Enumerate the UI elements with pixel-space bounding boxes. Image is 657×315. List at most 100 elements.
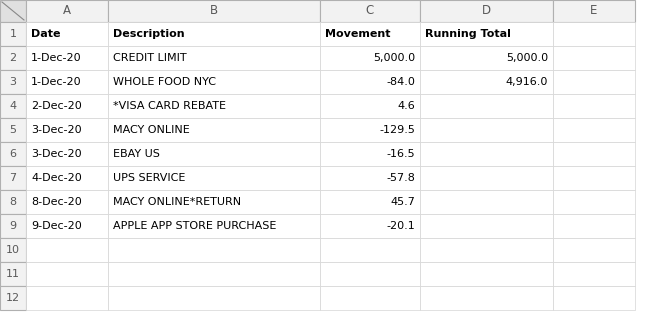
Text: 9-Dec-20: 9-Dec-20 [31, 221, 81, 231]
Text: 7: 7 [9, 173, 16, 183]
Bar [26, 286, 108, 310]
Bar [553, 238, 635, 262]
Bar [320, 46, 420, 70]
Text: EBAY US: EBAY US [113, 149, 160, 159]
Bar [26, 70, 108, 94]
Text: 45.7: 45.7 [390, 197, 415, 207]
Bar [108, 142, 320, 166]
Text: 4.6: 4.6 [397, 101, 415, 111]
Text: 2: 2 [9, 53, 16, 63]
Text: WHOLE FOOD NYC: WHOLE FOOD NYC [113, 77, 216, 87]
Bar [26, 142, 108, 166]
Text: 3-Dec-20: 3-Dec-20 [31, 125, 81, 135]
Bar [0, 118, 26, 142]
Bar [420, 46, 553, 70]
Text: 4-Dec-20: 4-Dec-20 [31, 173, 81, 183]
Bar [553, 166, 635, 190]
Text: -16.5: -16.5 [386, 149, 415, 159]
Bar [26, 94, 108, 118]
Bar [320, 94, 420, 118]
Bar [108, 190, 320, 214]
Bar [553, 118, 635, 142]
Text: 6: 6 [9, 149, 16, 159]
Bar [320, 286, 420, 310]
Bar [320, 142, 420, 166]
Bar [108, 22, 320, 46]
Bar [320, 214, 420, 238]
Bar [420, 22, 553, 46]
Bar [320, 166, 420, 190]
Text: MACY ONLINE: MACY ONLINE [113, 125, 190, 135]
Text: 12: 12 [6, 293, 20, 303]
Bar [0, 238, 26, 262]
Bar [553, 70, 635, 94]
Text: 11: 11 [6, 269, 20, 279]
Bar [26, 214, 108, 238]
Text: 5: 5 [9, 125, 16, 135]
Bar [108, 238, 320, 262]
Bar [553, 0, 635, 22]
Bar [553, 214, 635, 238]
Bar [0, 190, 26, 214]
Bar [420, 190, 553, 214]
Bar [320, 70, 420, 94]
Bar [26, 118, 108, 142]
Bar [420, 118, 553, 142]
Text: 10: 10 [6, 245, 20, 255]
Bar [108, 0, 320, 22]
Bar [0, 70, 26, 94]
Text: 1-Dec-20: 1-Dec-20 [31, 53, 81, 63]
Text: -20.1: -20.1 [386, 221, 415, 231]
Text: A: A [63, 4, 71, 18]
Bar [420, 0, 553, 22]
Bar [0, 286, 26, 310]
Bar [553, 286, 635, 310]
Bar [108, 118, 320, 142]
Bar [553, 142, 635, 166]
Bar [108, 94, 320, 118]
Bar [108, 70, 320, 94]
Bar [26, 190, 108, 214]
Bar [26, 262, 108, 286]
Text: C: C [366, 4, 374, 18]
Bar [420, 238, 553, 262]
Text: 3-Dec-20: 3-Dec-20 [31, 149, 81, 159]
Bar [108, 46, 320, 70]
Bar [108, 286, 320, 310]
Text: 1: 1 [9, 29, 16, 39]
Text: Movement: Movement [325, 29, 390, 39]
Text: 1-Dec-20: 1-Dec-20 [31, 77, 81, 87]
Bar [0, 310, 635, 315]
Bar [26, 0, 108, 22]
Bar [420, 214, 553, 238]
Bar [320, 0, 420, 22]
Bar [26, 22, 108, 46]
Bar [420, 166, 553, 190]
Text: 4: 4 [9, 101, 16, 111]
Bar [0, 22, 26, 46]
Text: 4,916.0: 4,916.0 [506, 77, 548, 87]
Text: *VISA CARD REBATE: *VISA CARD REBATE [113, 101, 226, 111]
Bar [0, 262, 26, 286]
Bar [108, 166, 320, 190]
Text: 8: 8 [9, 197, 16, 207]
Bar [108, 262, 320, 286]
Bar [553, 190, 635, 214]
Text: Running Total: Running Total [425, 29, 511, 39]
Text: D: D [482, 4, 491, 18]
Bar [420, 94, 553, 118]
Bar [553, 94, 635, 118]
Text: -84.0: -84.0 [386, 77, 415, 87]
Text: 2-Dec-20: 2-Dec-20 [31, 101, 81, 111]
Text: -129.5: -129.5 [379, 125, 415, 135]
Bar [0, 166, 26, 190]
Bar [0, 94, 26, 118]
Text: 9: 9 [9, 221, 16, 231]
Bar [26, 46, 108, 70]
Bar [553, 46, 635, 70]
Bar [0, 214, 26, 238]
Text: E: E [590, 4, 598, 18]
Bar [420, 70, 553, 94]
Text: MACY ONLINE*RETURN: MACY ONLINE*RETURN [113, 197, 241, 207]
Text: 5,000.0: 5,000.0 [506, 53, 548, 63]
